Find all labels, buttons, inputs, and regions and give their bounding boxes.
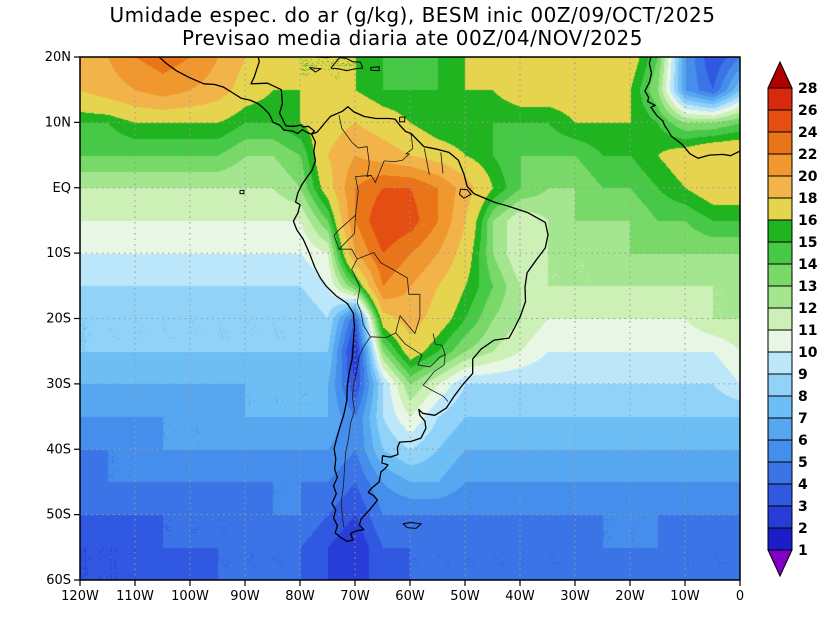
- colorbar-segment: [767, 87, 793, 111]
- y-tick-label: 10S: [46, 246, 71, 261]
- colorbar-segment: [767, 153, 793, 177]
- colorbar-segment: [767, 527, 793, 551]
- colorbar-segment: [767, 263, 793, 287]
- colorbar-label: 13: [798, 279, 817, 295]
- colorbar-label: 20: [798, 169, 818, 185]
- colorbar-segment: [767, 197, 793, 221]
- colorbar-label: 26: [798, 103, 817, 119]
- colorbar-segment: [767, 329, 793, 353]
- colorbar-segment: [767, 285, 793, 309]
- colorbar-label: 3: [798, 499, 808, 515]
- colorbar-label: 22: [798, 147, 817, 163]
- chart-title-line2: Previsao media diaria ate 00Z/04/NOV/202…: [181, 26, 644, 50]
- y-tick-label: 20N: [45, 50, 71, 65]
- colorbar-segment: [767, 417, 793, 441]
- colorbar-segment: [767, 109, 793, 133]
- x-tick-label: 100W: [171, 589, 209, 604]
- x-tick-label: 20W: [615, 589, 645, 604]
- colorbar-label: 28: [798, 81, 817, 97]
- x-tick-label: 70W: [340, 589, 370, 604]
- colorbar-segment: [767, 307, 793, 331]
- x-tick-label: 120W: [61, 589, 99, 604]
- colorbar-arrow-down: [767, 549, 793, 578]
- y-tick-label: 50S: [46, 508, 71, 523]
- colorbar-segment: [767, 395, 793, 419]
- colorbar-segment: [767, 373, 793, 397]
- colorbar-label: 7: [798, 411, 808, 427]
- x-tick-label: 30W: [560, 589, 590, 604]
- colorbar-label: 6: [798, 433, 808, 449]
- y-tick-label: 30S: [46, 377, 71, 392]
- y-tick-label: 40S: [46, 442, 71, 457]
- colorbar-label: 1: [798, 543, 808, 559]
- colorbar-label: 8: [798, 389, 808, 405]
- x-tick-label: 40W: [505, 589, 535, 604]
- y-tick-label: 10N: [45, 115, 71, 130]
- colorbar-segment: [767, 439, 793, 463]
- colorbar-label: 15: [798, 235, 817, 251]
- y-tick-label: 20S: [46, 312, 71, 327]
- y-tick-label: 60S: [46, 573, 71, 588]
- colorbar-label: 11: [798, 323, 817, 339]
- colorbar-label: 18: [798, 191, 817, 207]
- humidity-heatmap-canvas: [80, 57, 740, 580]
- colorbar-arrow-up: [767, 60, 793, 89]
- colorbar-label: 2: [798, 521, 808, 537]
- x-tick-label: 60W: [395, 589, 425, 604]
- colorbar-segment: [767, 351, 793, 375]
- colorbar-label: 4: [798, 477, 808, 493]
- chart-title-line1: Umidade espec. do ar (g/kg), BESM inic 0…: [109, 3, 716, 27]
- colorbar-label: 9: [798, 367, 808, 383]
- x-tick-label: 50W: [450, 589, 480, 604]
- x-tick-label: 110W: [116, 589, 154, 604]
- colorbar-label: 16: [798, 213, 817, 229]
- y-tick-label: EQ: [53, 181, 71, 196]
- colorbar-label: 24: [798, 125, 818, 141]
- colorbar: 28 26 24 22 20 18 16 15 14 13 12 11 10 9 8 7 6 5 4 3 2 1: [767, 60, 818, 578]
- colorbar-label: 10: [798, 345, 818, 361]
- colorbar-segment: [767, 175, 793, 199]
- colorbar-segment: [767, 461, 793, 485]
- colorbar-label: 14: [798, 257, 818, 273]
- colorbar-label: 12: [798, 301, 817, 317]
- colorbar-segment: [767, 219, 793, 243]
- colorbar-segment: [767, 241, 793, 265]
- colorbar-segment: [767, 483, 793, 507]
- colorbar-segment: [767, 505, 793, 529]
- colorbar-segment: [767, 131, 793, 155]
- x-tick-label: 80W: [285, 589, 315, 604]
- colorbar-label: 5: [798, 455, 808, 471]
- x-tick-label: 0: [736, 589, 744, 604]
- x-tick-label: 10W: [670, 589, 700, 604]
- x-tick-label: 90W: [230, 589, 260, 604]
